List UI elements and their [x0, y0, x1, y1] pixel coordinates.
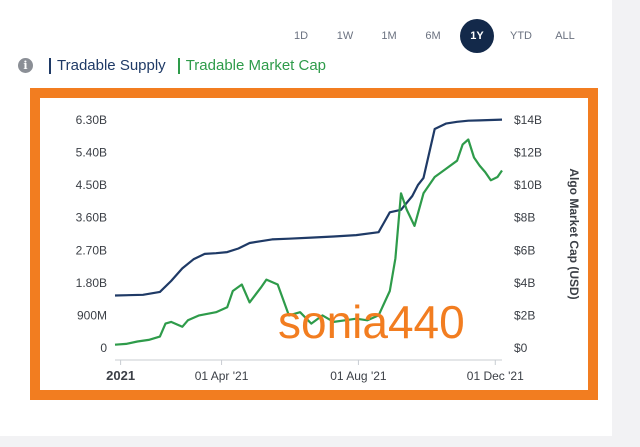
right-axis-tick-label: $0 — [514, 341, 528, 355]
left-axis-tick-label: 900M — [77, 308, 107, 322]
right-axis-tick-label: $8B — [514, 211, 535, 225]
left-axis-tick-label: 6.30B — [76, 113, 107, 127]
time-range-selector: 1D 1W 1M 6M 1Y YTD ALL — [274, 19, 582, 53]
chart-panel: 1D 1W 1M 6M 1Y YTD ALL i Tradable Supply Trada… — [0, 0, 612, 436]
series-line-tradable-market-cap — [114, 138, 503, 346]
legend-swatch — [49, 57, 51, 74]
right-axis-tick-label: $6B — [514, 243, 535, 257]
x-axis-tick-label: 01 Apr '21 — [195, 369, 249, 383]
legend-swatch — [177, 57, 180, 74]
left-axis-tick-label: 0 — [100, 341, 107, 355]
left-axis-tick-label: 3.60B — [76, 211, 107, 225]
chart-frame: 0 900M 1.80B 2.70B 3.60B 4.50B 5.40B 6.30B $0 $2B… — [30, 88, 598, 400]
watermark-text: sonia440 — [278, 296, 465, 348]
series-line-tradable-supply — [114, 118, 503, 297]
range-button-ytd[interactable]: YTD — [510, 30, 532, 42]
x-axis-tick-label: 2021 — [106, 368, 135, 383]
range-button-all[interactable]: ALL — [555, 30, 575, 42]
info-icon[interactable]: i — [18, 58, 33, 73]
range-button-1y[interactable]: 1Y — [460, 19, 494, 53]
range-button-1w[interactable]: 1W — [336, 30, 354, 42]
legend-label: Tradable Supply — [57, 57, 166, 74]
right-axis-tick-label: $10B — [514, 178, 542, 192]
x-axis-tick-label: 01 Dec '21 — [467, 369, 524, 383]
left-axis-tick-label: 4.50B — [76, 178, 107, 192]
right-axis-tick-label: $4B — [514, 276, 535, 290]
left-axis-tick-label: 2.70B — [76, 243, 107, 257]
right-axis-tick-label: $12B — [514, 146, 542, 160]
range-button-1m[interactable]: 1M — [381, 30, 397, 42]
right-axis-tick-label: $2B — [514, 308, 535, 322]
legend: i Tradable Supply Tradable Market Cap — [18, 57, 338, 74]
legend-item-tradable-supply[interactable]: Tradable Supply — [49, 57, 166, 74]
left-axis-tick-label: 5.40B — [76, 146, 107, 160]
right-axis-title: Algo Market Cap (USD) — [567, 168, 581, 299]
range-button-1d[interactable]: 1D — [293, 30, 309, 42]
legend-label: Tradable Market Cap — [185, 57, 327, 74]
range-button-6m[interactable]: 6M — [425, 30, 441, 42]
chart-canvas: 0 900M 1.80B 2.70B 3.60B 4.50B 5.40B 6.30B $0 $2B… — [76, 113, 581, 383]
left-axis-tick-label: 1.80B — [76, 276, 107, 290]
right-axis-tick-label: $14B — [514, 113, 542, 127]
x-axis-tick-label: 01 Aug '21 — [330, 369, 387, 383]
legend-item-tradable-market-cap[interactable]: Tradable Market Cap — [177, 57, 327, 74]
